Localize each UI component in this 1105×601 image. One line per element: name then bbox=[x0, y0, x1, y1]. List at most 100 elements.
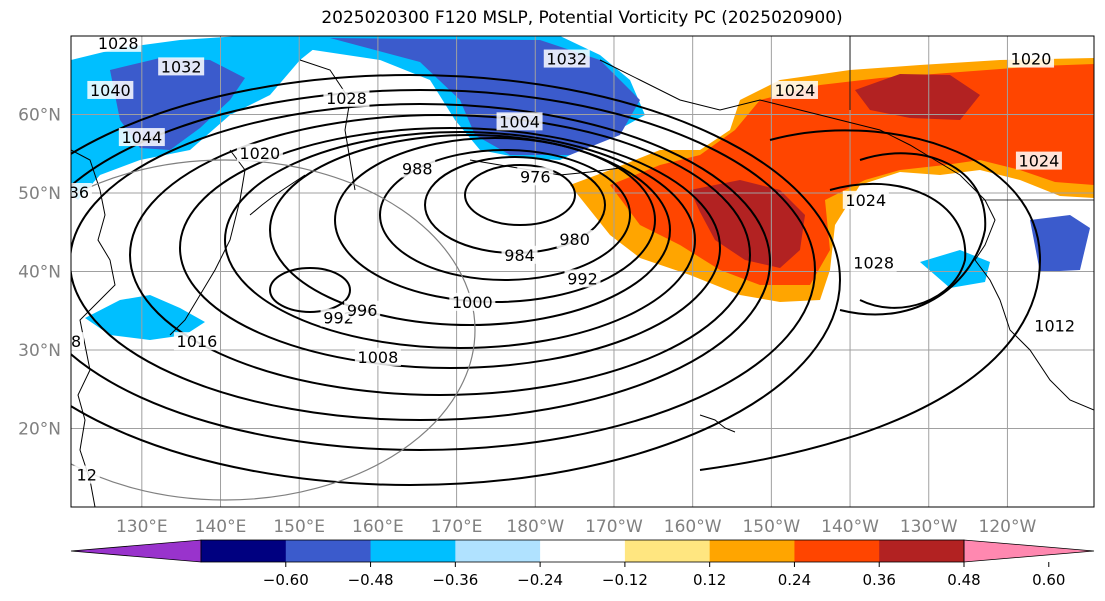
mslp-contour-label: 1004 bbox=[499, 112, 540, 131]
mslp-contour-label: 1012 bbox=[1034, 316, 1075, 335]
colorbar-segment bbox=[540, 540, 626, 562]
coastline-hawaii bbox=[699, 414, 736, 433]
mslp-contour-label: 988 bbox=[402, 159, 433, 178]
colorbar-tick-label: −0.24 bbox=[517, 571, 563, 589]
coastline-kamchatka bbox=[299, 59, 356, 191]
isobar-1008 bbox=[71, 103, 771, 421]
colorbar-segment bbox=[709, 540, 795, 562]
pv-negative-nw-medium bbox=[110, 58, 245, 150]
contour-label-bg bbox=[501, 245, 538, 264]
colorbar-segment bbox=[624, 540, 711, 562]
coastlines bbox=[71, 36, 1094, 507]
contour-label-bg bbox=[543, 49, 590, 68]
latitude-labels: 60°N 50°N 40°N 30°N 20°N bbox=[18, 106, 61, 440]
mslp-contour-label: 1032 bbox=[546, 50, 587, 69]
lat-label: 40°N bbox=[18, 263, 61, 283]
mslp-contour-label: 984 bbox=[504, 246, 535, 265]
colorbar-tick-label: −0.36 bbox=[432, 571, 478, 589]
chart-title: 2025020300 F120 MSLP, Potential Vorticit… bbox=[321, 8, 843, 28]
lon-label: 170°E bbox=[431, 517, 483, 537]
lon-label: 150°W bbox=[742, 517, 800, 537]
rotation-circle bbox=[71, 159, 476, 501]
colorbar: −0.60 −0.48 −0.36 −0.24 −0.12 0.12 0.24 0.36 0.4… bbox=[70, 539, 1095, 589]
contour-label-bg bbox=[354, 347, 401, 366]
colorbar-segment bbox=[455, 540, 541, 562]
isobar-1004 bbox=[129, 114, 751, 396]
mslp-contours bbox=[71, 74, 1042, 486]
mslp-contour-label: 992 bbox=[567, 269, 598, 288]
isobar-984 bbox=[379, 149, 631, 281]
isobar-992 bbox=[269, 134, 671, 326]
contour-label-bg bbox=[556, 230, 593, 249]
contour-label-bg bbox=[1031, 316, 1078, 335]
lat-label: 60°N bbox=[18, 106, 61, 126]
mslp-contour-label: 1024 bbox=[775, 81, 816, 100]
mslp-contour-label: 1020 bbox=[240, 144, 281, 163]
colorbar-segment bbox=[794, 540, 880, 562]
isobar-1012 bbox=[71, 89, 816, 451]
colorbar-extend-low bbox=[70, 539, 202, 563]
contour-label-bg bbox=[399, 159, 436, 178]
colorbar-tick-label: −0.12 bbox=[602, 571, 648, 589]
isobar-1016 bbox=[71, 74, 841, 486]
lon-label: 170°W bbox=[585, 517, 643, 537]
colorbar-extend-high bbox=[963, 539, 1095, 563]
colorbar-tick-label: −0.48 bbox=[348, 571, 394, 589]
longitude-labels: 130°E 140°E 150°E 160°E 170°E 180°W 170°W 160°W… bbox=[116, 517, 1037, 537]
contour-label-bg bbox=[236, 143, 283, 162]
coastline-kurils bbox=[249, 174, 306, 216]
contour-label-bg bbox=[842, 190, 889, 209]
lon-label: 140°E bbox=[195, 517, 247, 537]
lat-label: 20°N bbox=[18, 420, 61, 440]
coastline-asia bbox=[71, 149, 116, 507]
mslp-contour-label: 36 bbox=[69, 183, 89, 202]
pv-positive-darkred-canada bbox=[855, 74, 980, 120]
lon-label: 120°W bbox=[979, 517, 1037, 537]
contour-label-bg bbox=[118, 128, 165, 147]
contour-label-bg bbox=[71, 332, 84, 351]
contour-label-bg bbox=[73, 465, 100, 484]
pv-negative-rockies bbox=[1030, 215, 1090, 272]
colorbar-segment bbox=[879, 540, 965, 562]
colorbar-segment bbox=[370, 540, 456, 562]
low-sub-992 bbox=[269, 267, 351, 313]
pv-negative-west-coast bbox=[920, 250, 990, 288]
contour-label-bg bbox=[517, 167, 554, 186]
mslp-contour-label: 980 bbox=[559, 230, 590, 249]
contour-label-bg bbox=[1008, 49, 1055, 68]
colorbar-tick-label: 0.36 bbox=[863, 571, 896, 589]
lon-label: 150°E bbox=[273, 517, 325, 537]
mslp-contour-label: 1044 bbox=[121, 128, 162, 147]
contour-label-bg bbox=[564, 269, 601, 288]
contour-label-bg bbox=[71, 183, 92, 201]
lat-label: 30°N bbox=[18, 341, 61, 361]
colorbar-tick-label: 0.24 bbox=[778, 571, 811, 589]
mslp-contour-label: 1028 bbox=[98, 34, 139, 53]
colorbar-tick-label: −0.60 bbox=[263, 571, 309, 589]
map-frame bbox=[70, 35, 1095, 508]
contour-label-bg bbox=[158, 57, 205, 76]
isobar-996 bbox=[224, 131, 696, 349]
coastline-alaska bbox=[599, 59, 986, 201]
contour-label-bg bbox=[323, 88, 370, 107]
colorbar-tick-label: 0.60 bbox=[1032, 571, 1065, 589]
contour-label-bg bbox=[449, 292, 496, 311]
mslp-contour-label: 1024 bbox=[1019, 152, 1060, 171]
isobar-1000 bbox=[179, 127, 721, 369]
pv-positive-darkred-gulf bbox=[690, 180, 805, 268]
colorbar-segment bbox=[285, 540, 372, 562]
coastline-namerica bbox=[974, 199, 1094, 411]
mslp-contour-label: 1028 bbox=[326, 89, 367, 108]
lat-label: 50°N bbox=[18, 184, 61, 204]
high-contour-1020 bbox=[699, 129, 1042, 471]
mslp-contour-label: 1016 bbox=[177, 332, 218, 351]
lon-label: 160°E bbox=[352, 517, 404, 537]
mslp-contour-label: 1020 bbox=[1011, 50, 1052, 69]
mslp-contour-label: 1040 bbox=[90, 81, 131, 100]
contour-label-bg bbox=[1015, 151, 1062, 170]
colorbar-tick-label: 0.48 bbox=[947, 571, 980, 589]
border-canada-us bbox=[849, 36, 1094, 201]
